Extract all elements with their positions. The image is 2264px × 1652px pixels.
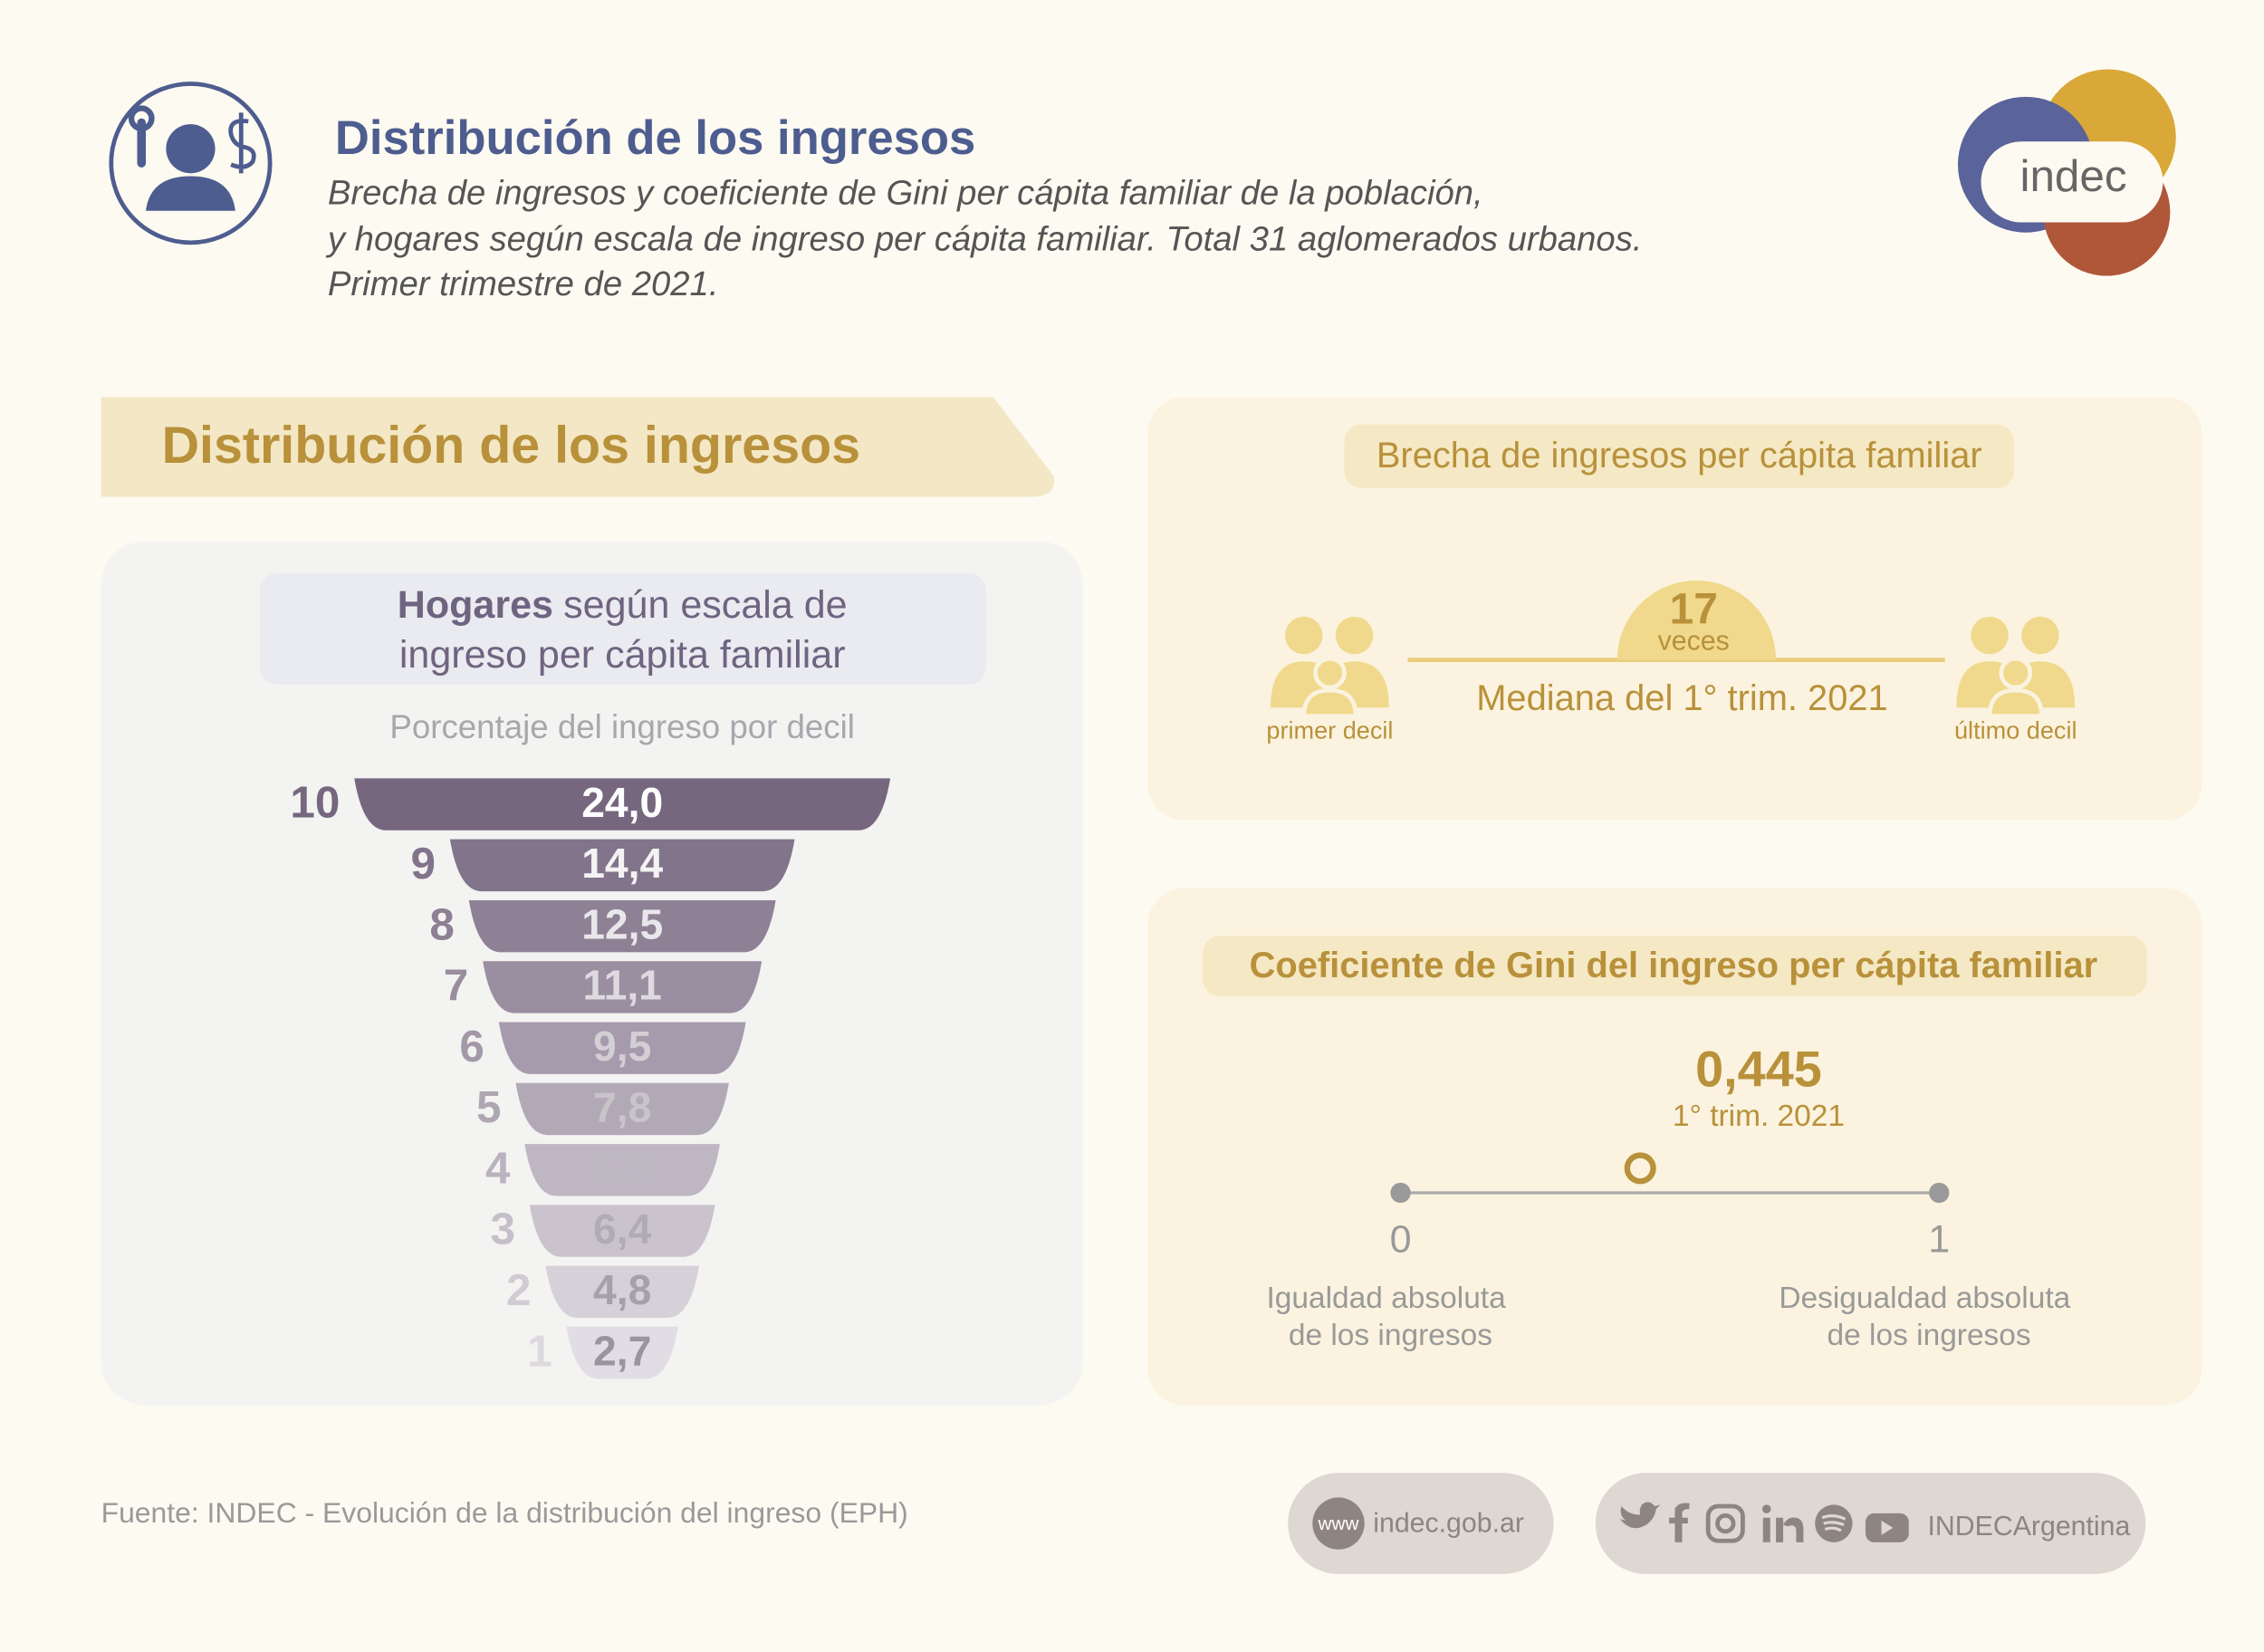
social-icons [1619,1502,1909,1543]
decile-label: 7 [444,961,468,1011]
section-title: Distribución de los ingresos [162,417,861,475]
gini-tick [1929,1182,1950,1204]
brecha-title-box [1344,424,2015,488]
decile-label: 9 [410,839,435,888]
gini-marker [1624,1152,1656,1185]
gini-title-box [1203,936,2147,997]
funnel-bar [566,1326,678,1379]
funnel-bar [449,839,795,892]
header-subtitle: Brecha de ingresos y coeficiente de Gini… [328,173,1483,212]
value-label: 2,7 [593,1327,651,1374]
decile-label: 3 [490,1205,514,1254]
funnel-title: ingreso per cápita familiar [399,633,846,677]
gini-panel [1147,888,2202,1406]
people-icon-right [1956,616,2076,719]
logo: indec [1957,69,2176,276]
funnel-bar [524,1144,720,1196]
brecha-unit: veces [1658,627,1730,657]
brecha-title: Brecha de ingresos per cápita familiar [1377,436,1982,475]
web-pill [1288,1473,1554,1574]
gini-tick [1390,1182,1411,1204]
value-label: 9,5 [593,1023,651,1070]
value-label: 6,4 [593,1205,652,1253]
value-label: 7,8 [593,1083,651,1130]
brecha-left-label: primer decil [1266,716,1393,744]
funnel: 24,0 10 14,4 9 12,5 8 11,1 7 9,5 6 7,8 5 6,9 4 6,4 3 4,8… [290,778,891,1379]
funnel-subtitle: Porcentaje del ingreso por decil [389,708,855,745]
website: indec.gob.ar [1373,1509,1524,1539]
logo-text: indec [2019,151,2126,201]
value-label: 12,5 [581,900,663,947]
gini-left-caption: de los ingresos [1289,1319,1492,1352]
decile-label: 1 [527,1326,552,1376]
gini-right-caption: de los ingresos [1828,1319,2031,1352]
brecha-value: 17 [1670,586,1718,634]
decile-label: 4 [485,1143,511,1193]
funnel-bar [468,899,776,953]
gini-title: Coeficiente de Gini del ingreso per cápi… [1250,946,2098,985]
funnel-title-box [259,572,986,685]
gini-right-caption: Desigualdad absoluta [1779,1282,2070,1315]
brecha-right-label: último decil [1954,716,2077,744]
header-title: Distribución de los ingresos [335,111,975,165]
social-handle: INDECArgentina [1928,1512,2131,1542]
web-icon [1312,1497,1365,1550]
value-label: 24,0 [581,779,663,826]
value-label: 14,4 [581,840,663,887]
header-icon [109,82,273,245]
gini-value: 0,445 [1695,1040,1822,1097]
funnel-bar [529,1205,715,1257]
gini-tick-label: 0 [1390,1218,1412,1262]
header-subtitle: y hogares según escala de ingreso per cá… [325,219,1643,258]
section-banner [101,397,1055,497]
source: Fuente: INDEC - Evolución de la distribu… [101,1496,908,1529]
gini-period: 1° trim. 2021 [1673,1100,1845,1133]
decile-label: 2 [506,1265,531,1315]
decile-label: 5 [476,1082,501,1132]
decile-label: 8 [429,899,454,949]
decile-label: 6 [459,1022,484,1071]
value-label: 11,1 [582,962,661,1009]
funnel-bar [354,778,891,831]
value-label: 4,8 [593,1266,651,1313]
funnel-bar [498,1022,746,1074]
value-label: 6,9 [593,1145,651,1192]
funnel-bar [483,961,763,1013]
funnel-title: Hogares según escala de [398,584,848,628]
gini-tick-label: 1 [1928,1218,1950,1262]
funnel-title-bold: Hogares [398,584,553,628]
funnel-bar [515,1082,729,1136]
decile-label: 10 [290,778,340,828]
header-subtitle: Primer trimestre de 2021. [328,264,719,303]
brecha-caption: Mediana del 1° trim. 2021 [1476,678,1887,718]
brecha-badge [1616,580,1777,660]
funnel-title-rest: según escala de [563,584,847,628]
funnel-bar [545,1265,699,1319]
web-icon-text: www [1318,1513,1360,1534]
people-icon-left [1271,616,1389,719]
gini-left-caption: Igualdad absoluta [1266,1282,1506,1315]
